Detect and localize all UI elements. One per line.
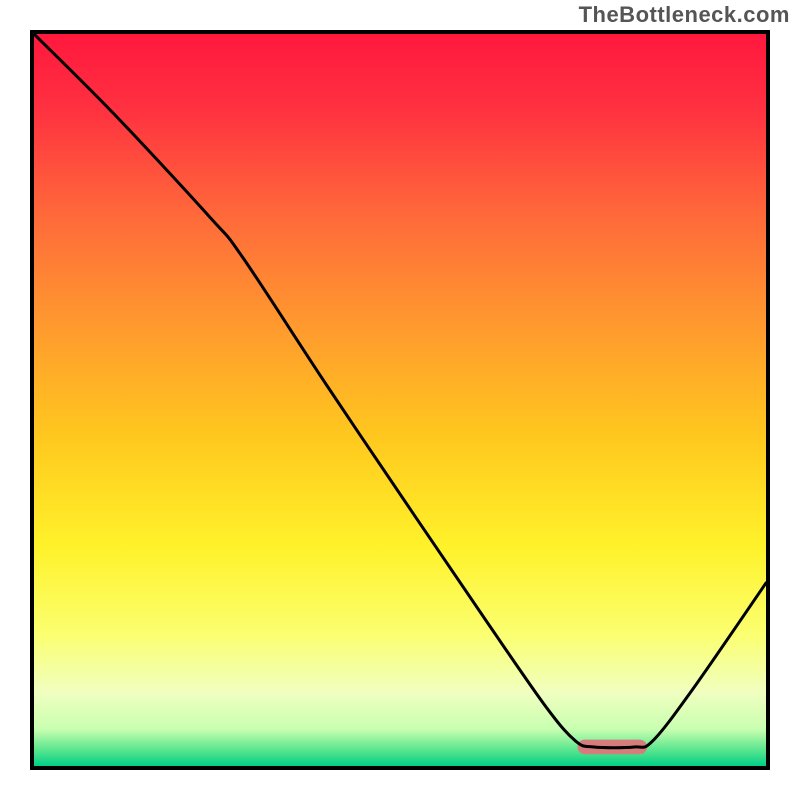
chart-frame [30, 30, 770, 770]
watermark-text: TheBottleneck.com [579, 2, 790, 28]
chart-area [34, 34, 766, 766]
chart-svg [34, 34, 766, 766]
canvas: TheBottleneck.com [0, 0, 800, 800]
